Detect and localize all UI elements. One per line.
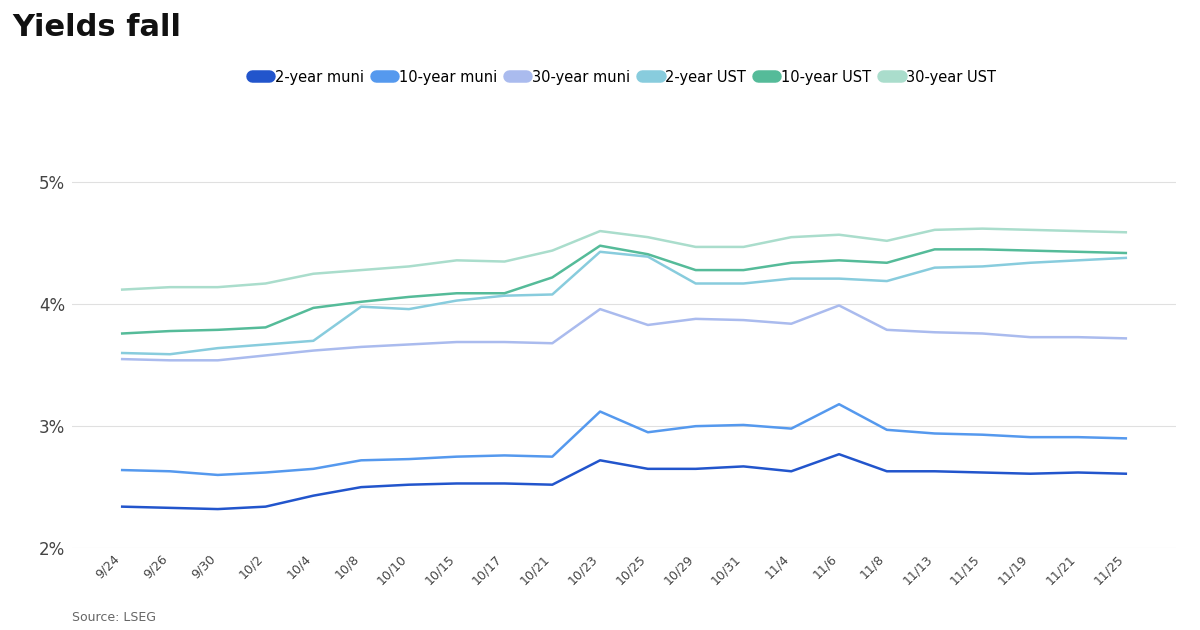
Text: Yields fall: Yields fall: [12, 13, 181, 42]
Text: Source: LSEG: Source: LSEG: [72, 610, 156, 624]
Legend: 2-year muni, 10-year muni, 30-year muni, 2-year UST, 10-year UST, 30-year UST: 2-year muni, 10-year muni, 30-year muni,…: [246, 64, 1002, 91]
